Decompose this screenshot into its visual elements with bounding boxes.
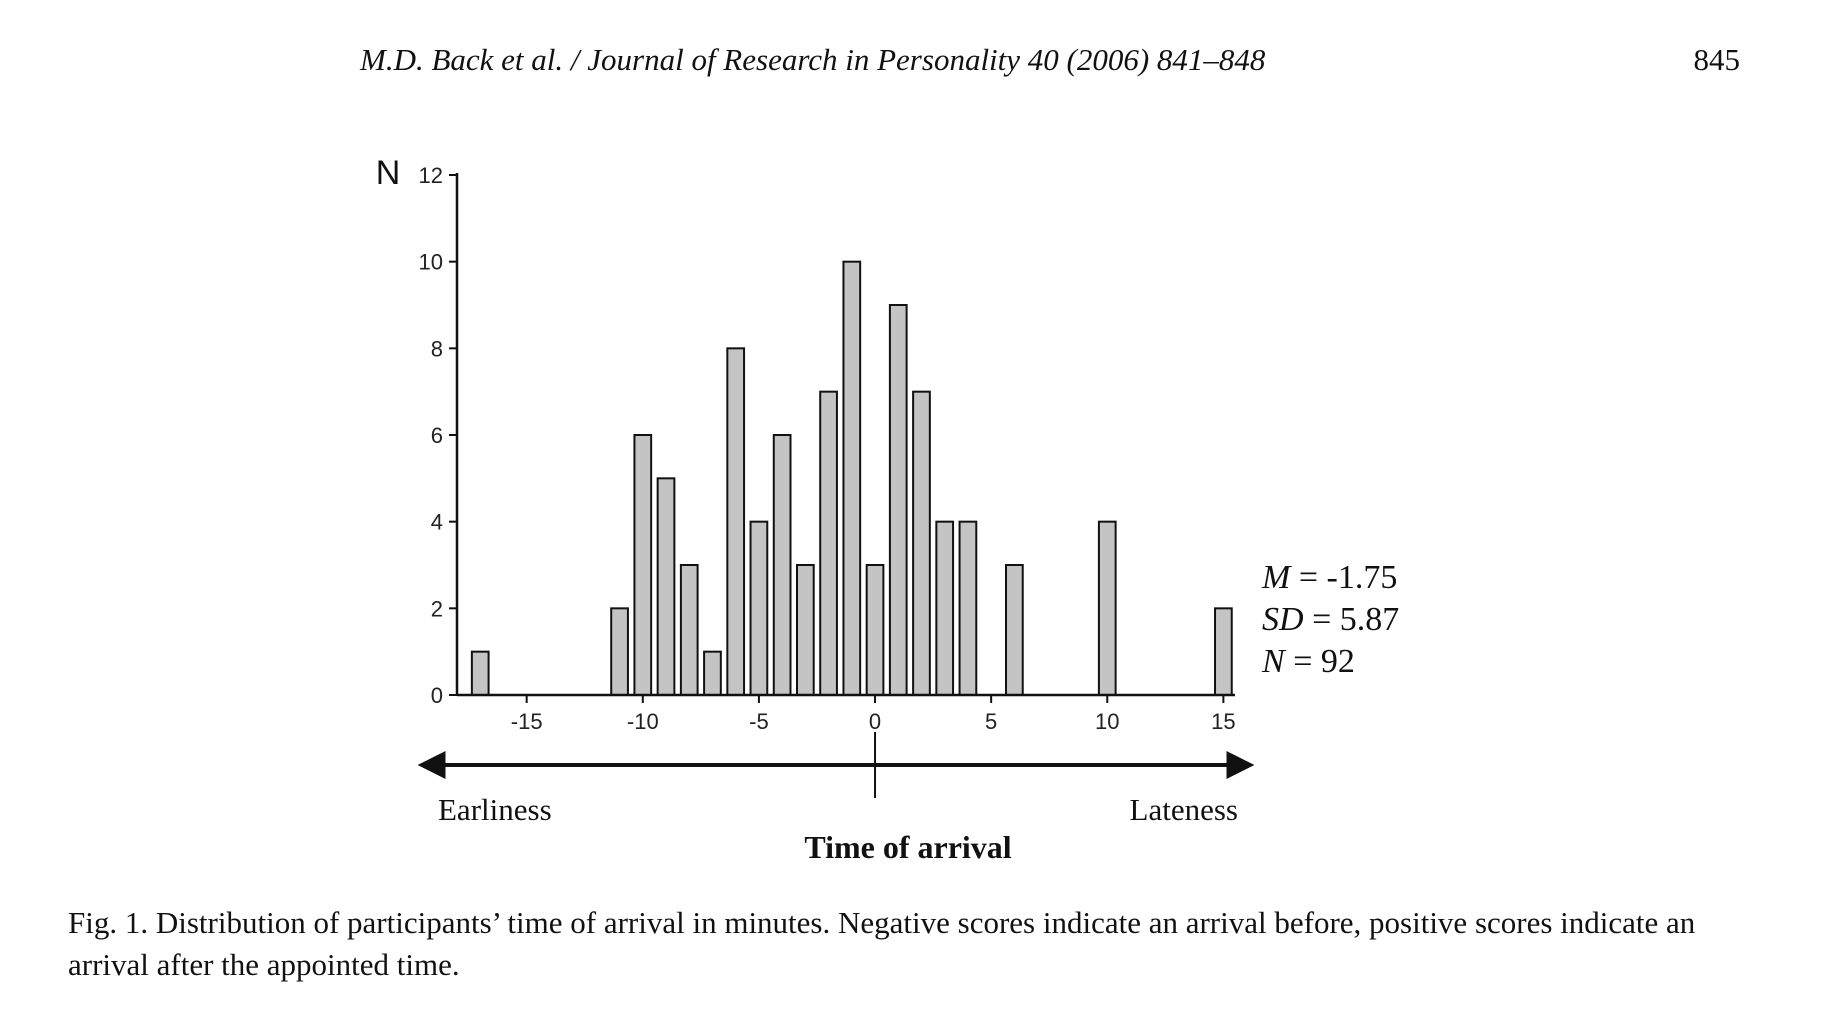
bar: [1097, 520, 1117, 697]
bar: [912, 390, 931, 696]
bar: [935, 520, 955, 697]
x-tick-label: -10: [627, 709, 659, 734]
page-number: 845: [1693, 42, 1741, 77]
journal-line: M.D. Back et al. / Journal of Research i…: [360, 42, 1266, 77]
bar: [795, 564, 815, 696]
stat-sd: SD = 5.87: [1262, 601, 1400, 638]
stat-n: N = 92: [1262, 643, 1355, 680]
bar: [679, 564, 699, 696]
y-tick-label: 12: [419, 163, 443, 188]
y-tick-label: 8: [431, 336, 443, 361]
bar: [1214, 607, 1233, 696]
bar: [772, 434, 792, 696]
y-tick-label: 10: [419, 250, 443, 275]
bar: [726, 347, 746, 696]
bar: [958, 520, 978, 697]
bar: [749, 520, 769, 697]
y-tick-label: 6: [431, 423, 443, 448]
x-tick-label: 0: [869, 709, 881, 734]
x-tick-label: 15: [1211, 709, 1235, 734]
x-tick-label: 5: [985, 709, 997, 734]
y-tick-label: 4: [431, 510, 443, 535]
bar: [1005, 564, 1024, 696]
bar: [819, 390, 838, 696]
y-tick-label: 0: [431, 683, 443, 708]
lateness-label: Lateness: [1130, 792, 1238, 827]
bar: [703, 650, 722, 697]
summary-statistics: M = -1.75 SD = 5.87 N = 92: [1262, 557, 1399, 683]
figure-caption: Fig. 1. Distribution of participants’ ti…: [68, 905, 1696, 982]
running-header: M.D. Back et al. / Journal of Research i…: [360, 42, 1740, 82]
bar: [633, 434, 653, 696]
bar: [656, 477, 676, 697]
earliness-label: Earliness: [438, 792, 552, 827]
bar: [888, 304, 908, 696]
y-axis-label: N: [376, 154, 401, 192]
bar: [470, 650, 490, 697]
x-axis-label: Time of arrival: [804, 829, 1011, 865]
x-tick-label: -15: [511, 709, 543, 734]
x-tick-label: 10: [1095, 709, 1119, 734]
bar: [610, 607, 629, 696]
bar: [842, 260, 862, 696]
arrival-histogram: 0 2 4 6 8 10 12 -15 -10 -5 0 5 10 15 N Earliness Latene…: [376, 154, 1255, 865]
stat-mean: M = -1.75: [1262, 559, 1398, 596]
bar: [865, 564, 885, 696]
x-tick-label: -5: [749, 709, 769, 734]
y-tick-label: 2: [431, 596, 443, 621]
